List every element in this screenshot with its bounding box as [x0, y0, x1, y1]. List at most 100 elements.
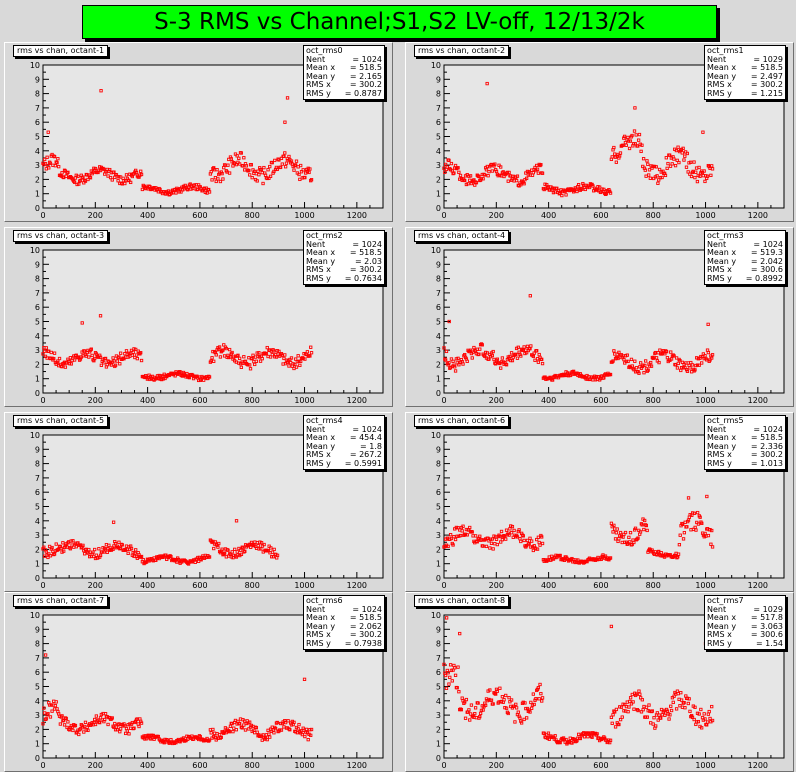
data-point [489, 537, 493, 541]
data-point [132, 726, 136, 730]
data-point [646, 368, 650, 372]
data-point [477, 352, 481, 356]
data-point [688, 513, 692, 517]
y-tick-label: 6 [436, 303, 441, 312]
data-point [609, 521, 614, 525]
data-point [524, 176, 529, 181]
data-point [449, 357, 454, 361]
data-point [142, 734, 146, 738]
data-point [98, 168, 103, 173]
stat-value: = 1.013 [750, 458, 783, 468]
data-point [93, 166, 98, 171]
y-tick-label: 7 [436, 104, 441, 113]
x-tick-label: 1200 [748, 211, 768, 220]
chart-title: rms vs chan, octant-2 [414, 45, 510, 57]
data-point [272, 547, 276, 552]
data-point [677, 543, 682, 547]
stat-row: RMS x = 300.2 [306, 80, 382, 90]
stat-value: = 1024 [753, 424, 783, 434]
data-point [202, 186, 207, 190]
data-point [270, 160, 274, 165]
data-point [654, 165, 658, 169]
data-point [643, 518, 647, 523]
data-point [259, 541, 264, 545]
x-tick-label: 1000 [695, 396, 715, 405]
data-point [234, 519, 239, 523]
data-point [679, 698, 684, 702]
data-point [98, 716, 103, 720]
data-point [687, 161, 691, 165]
data-point [123, 731, 128, 736]
data-point [257, 173, 261, 177]
y-tick-label: 9 [35, 445, 40, 454]
data-point [113, 363, 118, 367]
data-point [118, 730, 122, 734]
data-point [530, 539, 534, 543]
data-point [698, 174, 702, 178]
data-point [540, 541, 545, 546]
data-point [253, 362, 257, 367]
data-point [129, 546, 134, 551]
data-point [548, 188, 552, 192]
data-point [196, 555, 200, 560]
data-point [586, 735, 590, 739]
data-point [135, 357, 140, 361]
stat-label: RMS y [707, 88, 732, 98]
x-tick-label: 800 [646, 211, 661, 220]
data-point [686, 170, 690, 174]
x-tick-label: 1000 [294, 581, 314, 590]
data-point [623, 702, 627, 707]
data-point [612, 145, 616, 150]
data-point [639, 149, 643, 154]
data-point [88, 176, 93, 180]
data-point [227, 171, 232, 175]
chart-title: rms vs chan, octant-5 [13, 415, 109, 427]
data-point [617, 350, 621, 355]
data-point [103, 712, 108, 716]
chart-pad-2: 0 1 2 3 4 5 6 7 8 9 10 0 200 400 600 800 1000 1200 rms vs … [405, 42, 794, 222]
data-point [709, 542, 713, 546]
data-point [651, 722, 655, 726]
data-point [46, 711, 50, 716]
data-point [618, 717, 623, 722]
data-point [473, 183, 477, 187]
data-point [134, 548, 138, 552]
data-point [672, 694, 676, 698]
y-tick-label: 9 [436, 260, 441, 269]
data-point [508, 527, 512, 531]
y-tick-label: 10 [30, 611, 40, 620]
data-point [697, 165, 701, 170]
data-points [41, 653, 314, 746]
data-point [41, 352, 45, 356]
x-tick-label: 1200 [748, 581, 768, 590]
data-point [650, 709, 655, 713]
data-point [55, 161, 59, 165]
x-tick-label: 0 [40, 396, 45, 405]
data-point [499, 360, 504, 364]
data-point [504, 537, 508, 541]
y-tick-label: 5 [35, 318, 40, 327]
data-point [289, 723, 294, 727]
data-point [52, 155, 57, 159]
data-point [299, 170, 304, 174]
data-point [610, 155, 614, 159]
data-point [87, 547, 91, 552]
y-tick-label: 10 [431, 611, 441, 620]
stat-row: RMS y = 0.8992 [707, 274, 783, 284]
data-points [41, 314, 314, 383]
data-point [509, 358, 513, 363]
data-point [498, 686, 502, 690]
data-point [99, 89, 103, 93]
stat-row: RMS x = 300.2 [707, 80, 783, 90]
data-point [85, 725, 89, 729]
data-point [695, 510, 700, 515]
stat-row: RMS x = 300.2 [306, 630, 382, 640]
data-point [667, 717, 671, 721]
data-point [157, 373, 161, 378]
data-points [41, 89, 314, 197]
data-point [694, 528, 698, 532]
data-point [683, 706, 687, 710]
stat-label: Nent [306, 239, 326, 249]
data-point [43, 711, 47, 715]
data-point [587, 185, 592, 190]
